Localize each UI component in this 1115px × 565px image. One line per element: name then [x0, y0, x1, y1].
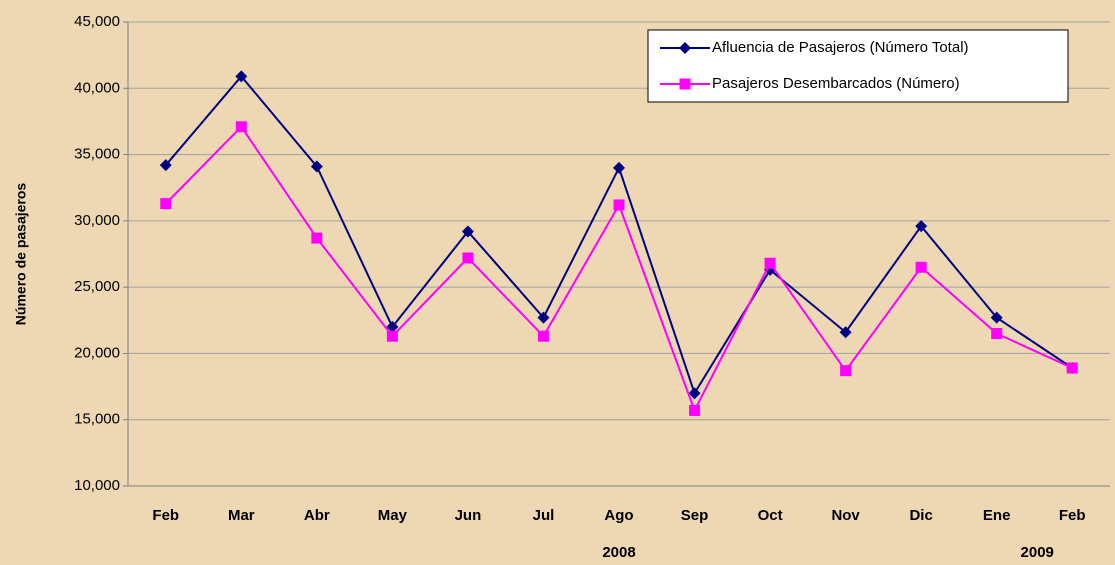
marker: [462, 252, 474, 264]
marker: [537, 311, 550, 324]
x-tick-label: Feb: [1059, 507, 1086, 524]
y-tick-label: 35,000: [74, 146, 120, 163]
x-tick-label: Ene: [983, 507, 1011, 524]
legend-box: [647, 29, 1069, 103]
marker: [537, 330, 549, 342]
marker: [613, 199, 625, 211]
marker: [311, 232, 323, 244]
x-tick-label: Abr: [304, 507, 330, 524]
marker: [688, 387, 701, 400]
y-tick-label: 20,000: [74, 344, 120, 361]
x-tick-label: Dic: [909, 507, 932, 524]
x-tick-label: Sep: [681, 507, 709, 524]
year-label: 2008: [602, 544, 635, 561]
x-tick-label: Feb: [152, 507, 179, 524]
marker: [310, 160, 323, 173]
marker: [915, 220, 928, 233]
y-axis-label: Número de pasajeros: [13, 183, 29, 326]
marker: [613, 161, 625, 174]
marker: [839, 326, 852, 339]
marker: [991, 328, 1003, 340]
x-tick-label: May: [378, 507, 408, 524]
marker: [840, 365, 852, 377]
marker: [386, 330, 398, 342]
x-tick-label: Jun: [455, 507, 482, 524]
y-tick-label: 25,000: [74, 278, 120, 295]
marker: [159, 159, 172, 172]
x-tick-label: Jul: [533, 507, 555, 524]
y-tick-label: 15,000: [74, 411, 120, 428]
marker: [235, 70, 248, 83]
marker: [915, 261, 927, 273]
marker: [160, 198, 172, 210]
marker: [679, 42, 691, 54]
x-tick-label: Nov: [831, 507, 860, 524]
legend-label: Pasajeros Desembarcados (Número): [712, 75, 960, 92]
x-tick-label: Oct: [758, 507, 783, 524]
marker: [1066, 362, 1078, 374]
marker: [679, 78, 691, 90]
year-label: 2009: [1021, 544, 1054, 561]
marker: [689, 404, 701, 416]
y-tick-label: 30,000: [74, 212, 120, 229]
marker: [764, 257, 776, 269]
x-tick-label: Ago: [604, 507, 633, 524]
marker: [461, 225, 474, 238]
marker: [386, 320, 399, 333]
y-tick-label: 45,000: [74, 13, 120, 30]
y-tick-label: 40,000: [74, 79, 120, 96]
marker: [990, 311, 1003, 324]
marker: [235, 121, 247, 133]
y-tick-label: 10,000: [74, 477, 120, 494]
legend-label: Afluencia de Pasajeros (Número Total): [712, 39, 969, 56]
x-tick-label: Mar: [228, 507, 255, 524]
